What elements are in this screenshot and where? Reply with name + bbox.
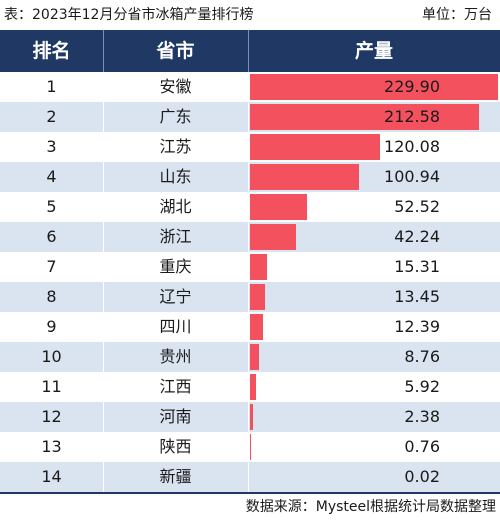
province-cell: 山东 <box>159 167 192 186</box>
value-bar <box>250 284 265 310</box>
value-bar <box>250 134 380 160</box>
province-cell: 陕西 <box>159 437 192 456</box>
value-label: 0.76 <box>404 437 440 456</box>
value-label: 13.45 <box>394 287 440 306</box>
province-cell: 重庆 <box>159 257 192 276</box>
header-province: 省市 <box>156 40 195 62</box>
province-cell: 贵州 <box>159 347 192 366</box>
header-rank: 排名 <box>32 40 71 62</box>
unit-label: 单位：万台 <box>422 7 492 23</box>
rank-cell: 9 <box>46 317 57 336</box>
footer-rule <box>0 492 500 494</box>
table-row: 8 辽宁 13.45 <box>0 282 500 312</box>
rank-cell: 2 <box>46 107 57 126</box>
table-row: 12 河南 2.38 <box>0 402 500 432</box>
rank-cell: 3 <box>46 137 57 156</box>
value-label: 42.24 <box>394 227 440 246</box>
province-cell: 辽宁 <box>159 287 192 306</box>
province-cell: 湖北 <box>159 197 192 216</box>
table-row: 3 江苏 120.08 <box>0 132 500 162</box>
rank-cell: 8 <box>46 287 57 306</box>
table-row: 4 山东 100.94 <box>0 162 500 192</box>
column-divider <box>248 72 249 492</box>
value-label: 100.94 <box>384 167 440 186</box>
value-bar <box>250 434 251 460</box>
province-cell: 新疆 <box>159 467 192 486</box>
table-body: 1 安徽 229.90 2 广东 212.58 3 江苏 120.08 4 山东 100.94 5 湖北 5… <box>0 72 500 492</box>
title-row: 表：2023年12月分省市冰箱产量排行榜 单位：万台 <box>0 0 500 30</box>
value-bar <box>250 164 359 190</box>
province-cell: 浙江 <box>159 227 192 246</box>
value-bar <box>250 404 253 430</box>
rank-cell: 14 <box>41 467 62 486</box>
value-bar <box>250 224 296 250</box>
rank-cell: 7 <box>46 257 57 276</box>
value-label: 229.90 <box>384 77 440 96</box>
value-label: 212.58 <box>384 107 440 126</box>
province-cell: 江西 <box>159 377 192 396</box>
value-label: 2.38 <box>404 407 440 426</box>
header-divider <box>103 30 104 72</box>
table-row: 1 安徽 229.90 <box>0 72 500 102</box>
table-row: 7 重庆 15.31 <box>0 252 500 282</box>
table-row: 9 四川 12.39 <box>0 312 500 342</box>
rank-cell: 4 <box>46 167 57 186</box>
table-row: 10 贵州 8.76 <box>0 342 500 372</box>
rank-cell: 13 <box>41 437 62 456</box>
value-bar <box>250 194 307 220</box>
table-row: 2 广东 212.58 <box>0 102 500 132</box>
table-row: 13 陕西 0.76 <box>0 432 500 462</box>
value-bar <box>250 374 257 400</box>
value-label: 52.52 <box>394 197 440 216</box>
value-label: 0.02 <box>404 467 440 486</box>
province-cell: 安徽 <box>159 77 192 96</box>
table-row: 5 湖北 52.52 <box>0 192 500 222</box>
table-row: 11 江西 5.92 <box>0 372 500 402</box>
value-bar <box>250 74 498 100</box>
header-divider <box>248 30 249 72</box>
value-bar <box>250 104 480 130</box>
province-cell: 河南 <box>159 407 192 426</box>
value-label: 5.92 <box>404 377 440 396</box>
table-header: 排名 省市 产量 <box>0 30 500 72</box>
chart-title: 表：2023年12月分省市冰箱产量排行榜 <box>4 7 254 23</box>
province-cell: 四川 <box>159 317 192 336</box>
value-label: 120.08 <box>384 137 440 156</box>
table-row: 14 新疆 0.02 <box>0 462 500 492</box>
value-label: 8.76 <box>404 347 440 366</box>
value-label: 12.39 <box>394 317 440 336</box>
source-note: 数据来源：Mysteel根据统计局数据整理 <box>245 499 496 515</box>
rank-cell: 6 <box>46 227 57 246</box>
column-divider <box>103 72 104 492</box>
rank-cell: 12 <box>41 407 62 426</box>
province-cell: 江苏 <box>159 137 192 156</box>
value-bar <box>250 314 264 340</box>
rank-cell: 1 <box>46 77 57 96</box>
header-output: 产量 <box>354 40 393 62</box>
value-bar <box>250 344 260 370</box>
rank-cell: 10 <box>41 347 62 366</box>
value-bar <box>250 254 267 280</box>
value-label: 15.31 <box>394 257 440 276</box>
province-cell: 广东 <box>159 107 192 126</box>
rank-cell: 11 <box>41 377 62 396</box>
rank-cell: 5 <box>46 197 57 216</box>
table-row: 6 浙江 42.24 <box>0 222 500 252</box>
